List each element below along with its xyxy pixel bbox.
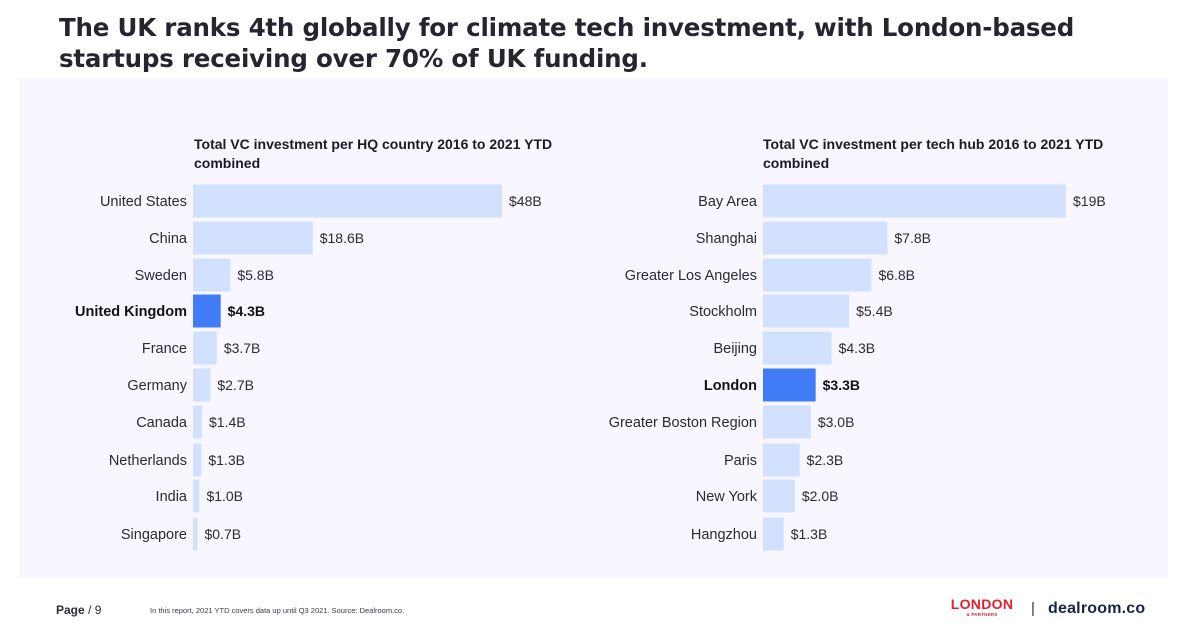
page-number: / 9 — [88, 603, 102, 617]
value-label: $1.3B — [791, 526, 828, 542]
value-label: $7.8B — [894, 230, 931, 246]
bar-hub-hangzhou — [763, 517, 784, 551]
page-indicator: Page / 9 — [56, 603, 101, 617]
category-label: India — [156, 489, 188, 505]
value-label: $2.3B — [807, 452, 844, 468]
category-label: Hangzhou — [691, 527, 757, 543]
footer-note: In this report, 2021 YTD covers data up … — [150, 606, 405, 615]
bar-hub-greater-boston-region — [763, 405, 811, 439]
value-label: $3.7B — [224, 340, 261, 356]
category-label: Paris — [724, 453, 757, 469]
value-label: $19B — [1073, 193, 1106, 209]
value-label: $4.3B — [839, 340, 876, 356]
chart-title-hub: Total VC investment per tech hub 2016 to… — [763, 136, 1104, 171]
category-label: Singapore — [121, 527, 187, 543]
category-label: Stockholm — [689, 304, 757, 320]
bar-hub-bay-area — [763, 184, 1066, 218]
page-headline: The UK ranks 4th globally for climate te… — [59, 13, 1075, 73]
value-label: $2.0B — [802, 488, 839, 504]
value-label: $6.8B — [878, 267, 915, 283]
category-label: United Kingdom — [75, 304, 187, 320]
bar-country-united-states — [193, 184, 502, 218]
category-label: Sweden — [135, 268, 187, 284]
bar-hub-shanghai — [763, 221, 888, 255]
london-logo-text: LONDON — [950, 596, 1014, 612]
bar-country-india — [193, 479, 200, 513]
dealroom-logo: dealroom.co — [1048, 600, 1146, 617]
bar-country-canada — [193, 405, 203, 439]
category-label: Netherlands — [109, 453, 187, 469]
value-label: $2.7B — [217, 377, 254, 393]
chart-panel — [19, 78, 1168, 578]
bar-hub-beijing — [763, 331, 832, 365]
category-label: Beijing — [713, 341, 757, 357]
bar-hub-paris — [763, 443, 800, 477]
bar-country-france — [193, 331, 217, 365]
bar-hub-stockholm — [763, 294, 850, 328]
logo-separator: | — [1031, 600, 1035, 617]
category-label: London — [704, 378, 757, 394]
category-label: Greater Los Angeles — [625, 268, 757, 284]
bar-hub-london — [763, 368, 816, 402]
category-label: China — [149, 231, 188, 247]
category-label: Canada — [136, 415, 188, 431]
value-label: $5.4B — [856, 303, 893, 319]
london-partners-logo: LONDON & PARTNERS — [947, 597, 1017, 618]
bar-country-sweden — [193, 258, 231, 292]
value-label: $1.3B — [208, 452, 245, 468]
bar-country-singapore — [193, 517, 198, 551]
bar-hub-greater-los-angeles — [763, 258, 872, 292]
category-label: United States — [100, 194, 187, 210]
bar-country-netherlands — [193, 443, 202, 477]
value-label: $0.7B — [205, 526, 242, 542]
category-label: New York — [696, 489, 758, 505]
london-logo-subtext: & PARTNERS — [966, 612, 998, 617]
bar-country-germany — [193, 368, 211, 402]
value-label: $48B — [509, 193, 542, 209]
value-label: $1.0B — [206, 488, 243, 504]
chart-title-country: Total VC investment per HQ country 2016 … — [194, 136, 553, 171]
value-label: $4.3B — [228, 303, 265, 319]
page-label: Page — [56, 603, 85, 617]
value-label: $3.3B — [823, 377, 860, 393]
bar-country-china — [193, 221, 313, 255]
value-label: $3.0B — [818, 414, 855, 430]
bar-hub-new-york — [763, 479, 795, 513]
value-label: $1.4B — [209, 414, 246, 430]
value-label: $18.6B — [320, 230, 364, 246]
category-label: Germany — [127, 378, 187, 394]
category-label: Shanghai — [696, 231, 757, 247]
value-label: $5.8B — [237, 267, 274, 283]
category-label: Greater Boston Region — [609, 415, 757, 431]
category-label: Bay Area — [698, 194, 758, 210]
bar-country-united-kingdom — [193, 294, 221, 328]
category-label: France — [142, 341, 187, 357]
